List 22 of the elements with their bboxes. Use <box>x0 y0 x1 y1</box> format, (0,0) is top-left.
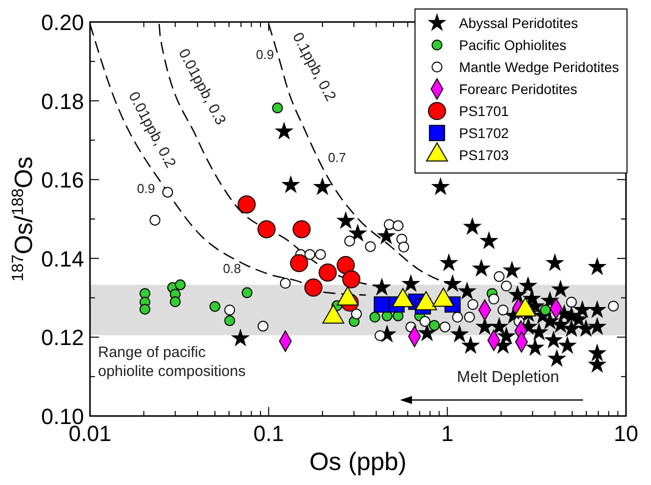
annotation: 0.9 <box>256 47 274 62</box>
y-tick-label: 0.18 <box>41 88 84 114</box>
x-tick-label: 0.1 <box>253 421 284 446</box>
x-tick-label: 1 <box>441 421 454 446</box>
legend-label: Abyssal Peridotites <box>459 15 578 31</box>
y-tick-label: 0.20 <box>41 10 84 35</box>
legend-label: Forearc Peridotites <box>459 81 578 97</box>
legend-label: Pacific Ophiolites <box>459 37 566 53</box>
legend-label: Mantle Wedge Peridotites <box>459 59 620 75</box>
x-axis-title: Os (ppb) <box>309 448 407 476</box>
y-tick-label: 0.16 <box>41 168 84 193</box>
annotation: 0.7 <box>328 150 346 165</box>
annotation: 0.8 <box>222 261 242 276</box>
x-tick-label: 10 <box>614 421 638 446</box>
legend-label: PS1701 <box>459 103 510 119</box>
annotation: 0.9 <box>136 181 156 196</box>
legend-label: PS1703 <box>459 147 510 163</box>
legend-label: PS1702 <box>459 125 510 141</box>
band-label: Range of pacific ophiolite compositions <box>98 344 246 380</box>
y-tick-label: 0.14 <box>41 246 84 272</box>
annotation: Melt Depletion <box>456 369 560 386</box>
y-tick-label: 0.12 <box>41 325 84 350</box>
